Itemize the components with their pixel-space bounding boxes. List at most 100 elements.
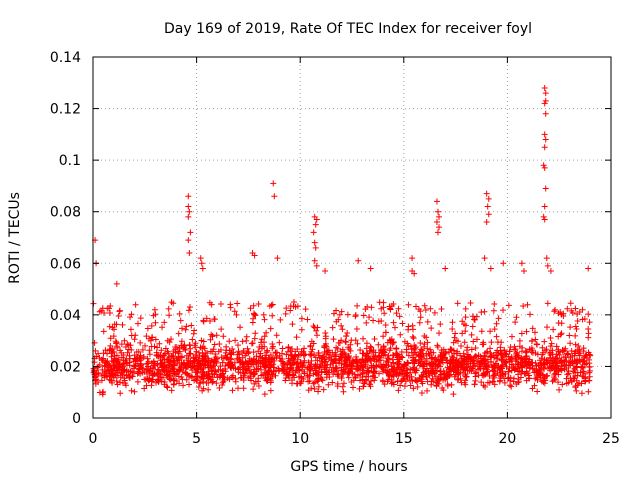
data-point (555, 320, 562, 327)
data-point (468, 368, 475, 375)
data-point (342, 338, 349, 345)
data-point (364, 350, 371, 357)
data-point (276, 339, 283, 346)
data-point (410, 357, 417, 364)
data-point (422, 306, 429, 313)
data-point (212, 368, 219, 375)
data-point (258, 345, 265, 352)
data-point (447, 345, 454, 352)
data-point (491, 326, 498, 333)
data-point (427, 305, 434, 312)
data-point (178, 338, 185, 345)
data-point (459, 330, 466, 337)
data-point (289, 377, 296, 384)
data-point (488, 339, 495, 346)
data-point (247, 305, 254, 312)
data-point (467, 299, 474, 306)
data-point (225, 356, 232, 363)
data-point (145, 358, 152, 365)
data-point (352, 337, 359, 344)
data-point (308, 350, 315, 357)
data-point (487, 353, 494, 360)
spike-point (185, 237, 192, 244)
data-point (290, 372, 297, 379)
data-point (153, 379, 160, 386)
data-point (95, 371, 102, 378)
data-point (105, 370, 112, 377)
data-point (121, 337, 128, 344)
data-point (398, 353, 405, 360)
data-point (419, 363, 426, 370)
data-point (416, 375, 423, 382)
data-point (96, 361, 103, 368)
data-point (513, 314, 520, 321)
data-point (357, 367, 364, 374)
data-point (290, 299, 297, 306)
data-point (462, 322, 469, 329)
spike-point (483, 219, 490, 226)
data-point (436, 330, 443, 337)
data-point (371, 335, 378, 342)
data-point (234, 351, 241, 358)
data-point (541, 375, 548, 382)
data-point (190, 355, 197, 362)
data-point (424, 387, 431, 394)
data-point (380, 299, 387, 306)
data-point (564, 305, 571, 312)
spike-point (434, 229, 441, 236)
data-point (269, 312, 276, 319)
spike-point (484, 203, 491, 210)
data-point (200, 317, 207, 324)
data-point (277, 357, 284, 364)
data-point (409, 326, 416, 333)
spike-point (541, 131, 548, 138)
data-point (207, 336, 214, 343)
data-point (352, 357, 359, 364)
data-point (316, 364, 323, 371)
data-point (96, 355, 103, 362)
spike-point (542, 97, 549, 104)
data-point (242, 352, 249, 359)
data-point (330, 371, 337, 378)
spike-point (541, 203, 548, 210)
data-point (401, 375, 408, 382)
data-point (239, 338, 246, 345)
data-point (209, 333, 216, 340)
data-point (573, 326, 580, 333)
data-point (137, 352, 144, 359)
data-point (353, 326, 360, 333)
data-point (449, 354, 456, 361)
data-point (161, 319, 168, 326)
spike-point (312, 221, 319, 228)
data-point (491, 301, 498, 308)
data-point (357, 346, 364, 353)
data-point (171, 357, 178, 364)
data-point (135, 348, 142, 355)
data-point (343, 363, 350, 370)
data-point (248, 361, 255, 368)
data-point (234, 355, 241, 362)
data-point (523, 328, 530, 335)
data-point (126, 374, 133, 381)
spike-point (185, 213, 192, 220)
data-point (154, 344, 161, 351)
data-point (498, 350, 505, 357)
data-point (468, 331, 475, 338)
data-point (295, 363, 302, 370)
data-point (476, 363, 483, 370)
data-point (529, 362, 536, 369)
data-point (501, 379, 508, 386)
data-point (502, 360, 509, 367)
data-point (305, 387, 312, 394)
data-point (102, 347, 109, 354)
data-point (356, 385, 363, 392)
data-point (463, 354, 470, 361)
data-point (551, 308, 558, 315)
data-point (565, 357, 572, 364)
data-point (137, 360, 144, 367)
data-point (178, 353, 185, 360)
spike-point (487, 265, 494, 272)
data-point (101, 363, 108, 370)
data-point (405, 301, 412, 308)
data-point (289, 321, 296, 328)
